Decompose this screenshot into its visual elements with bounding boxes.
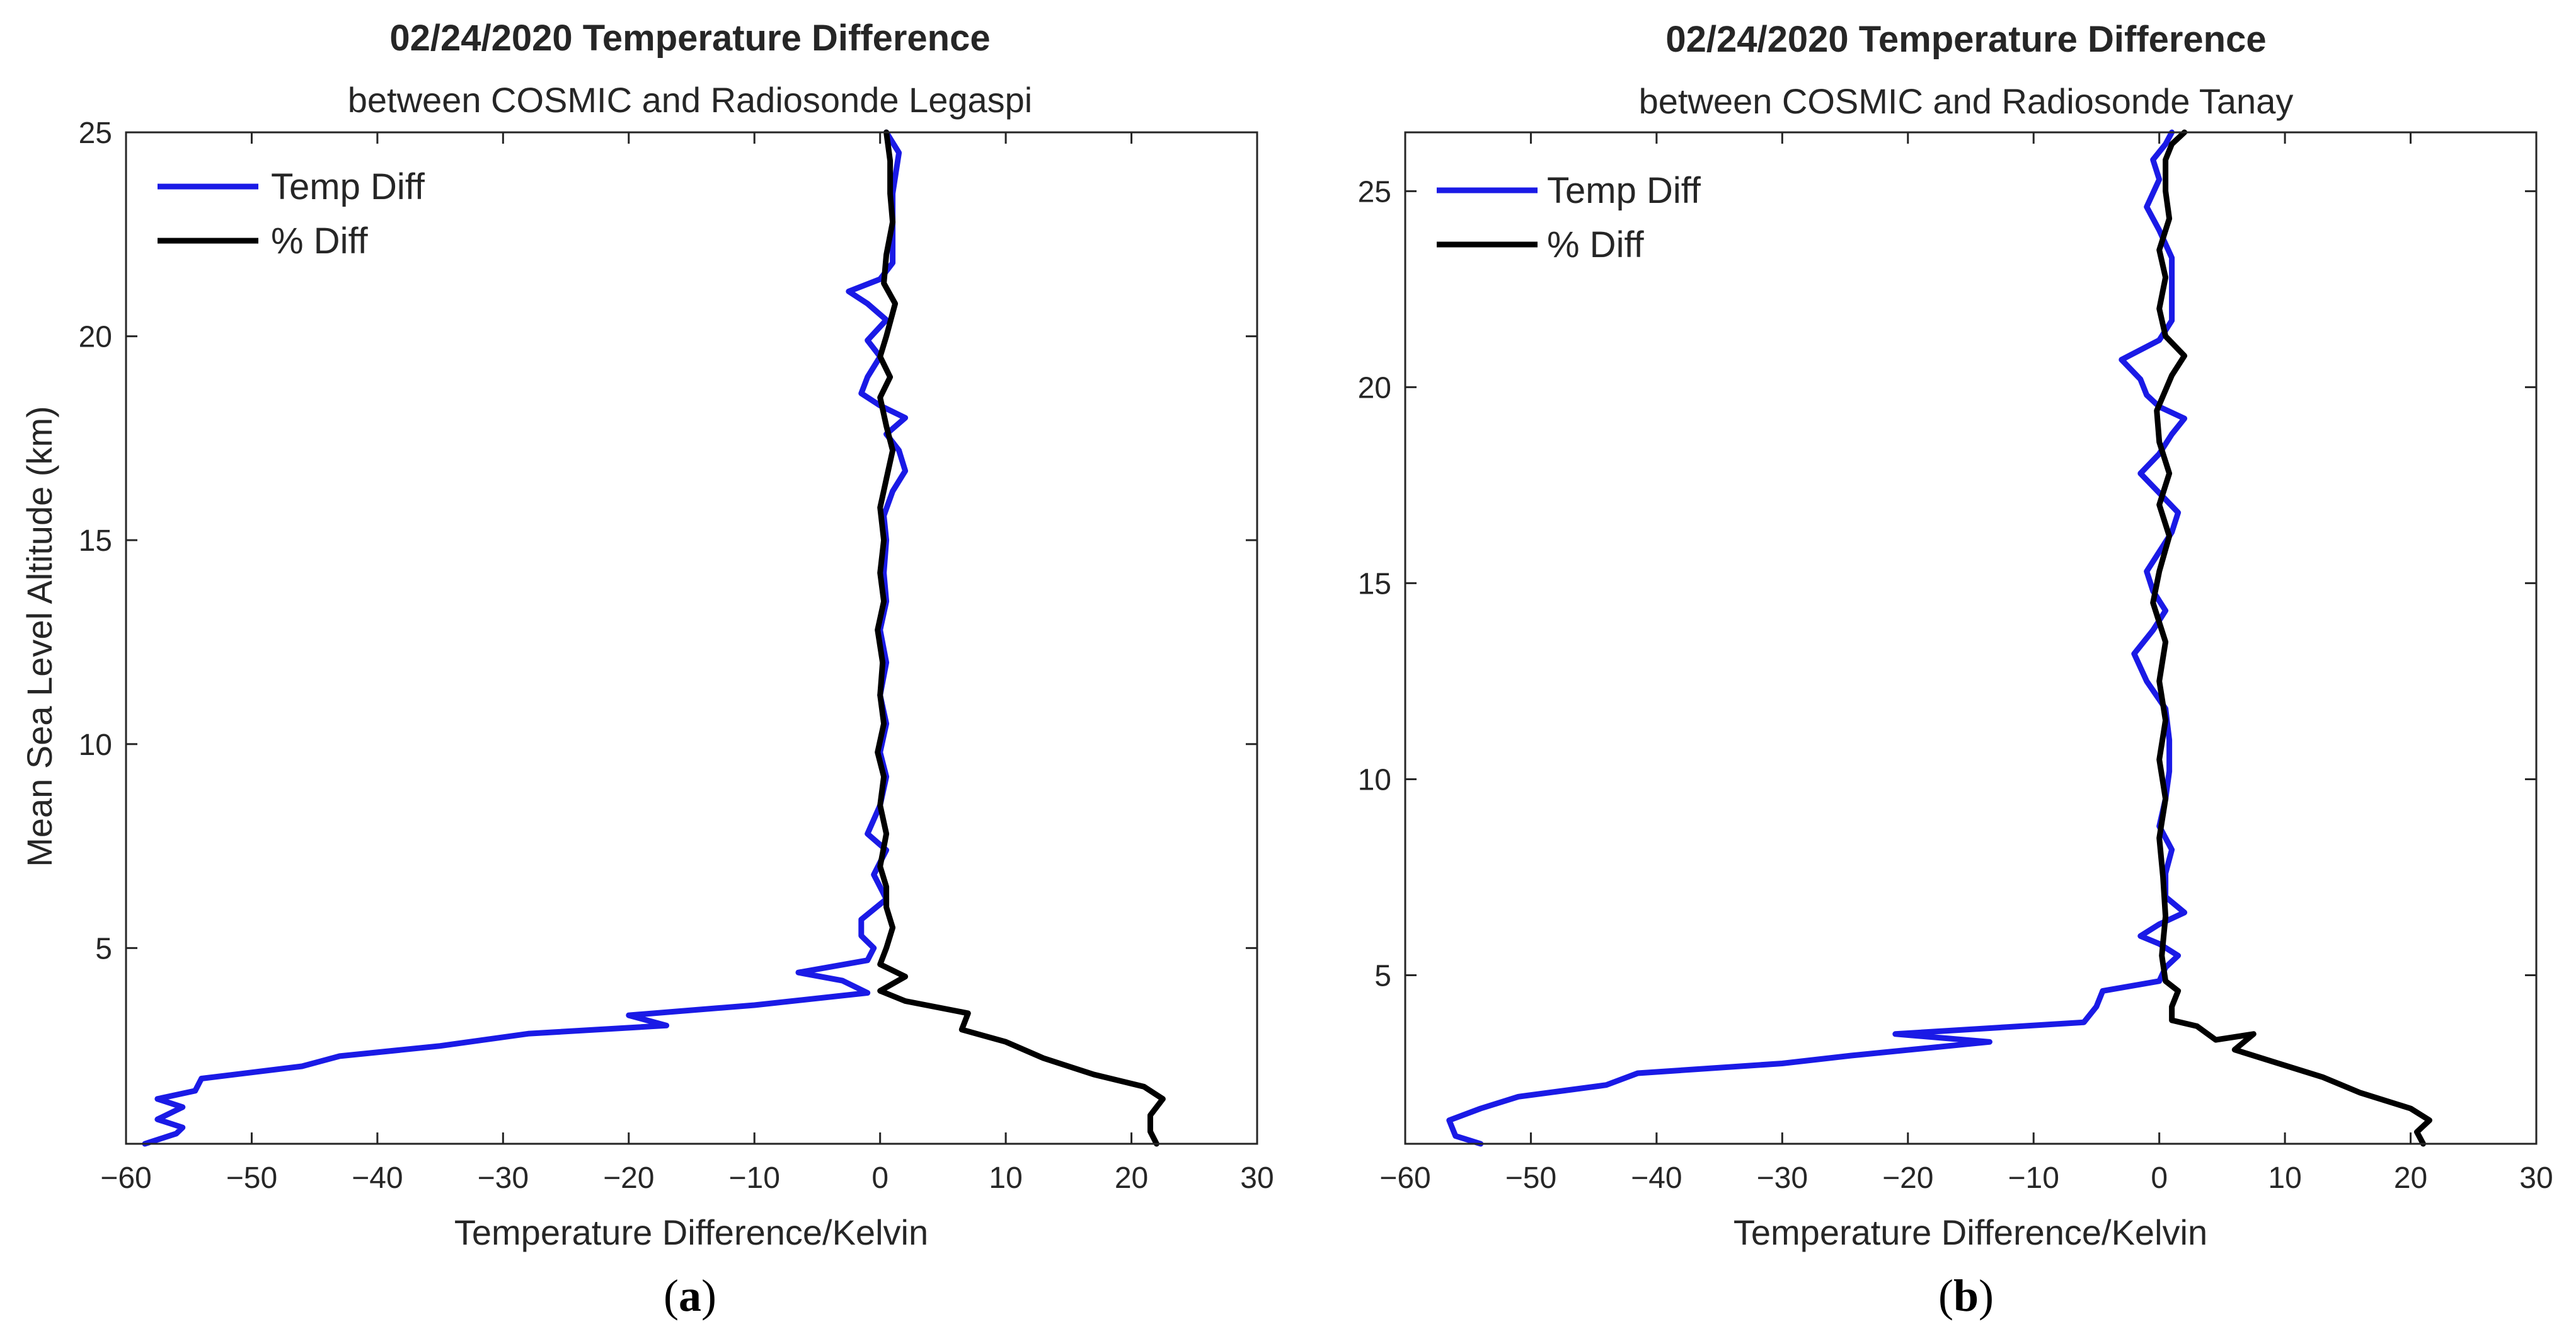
x-tick-label: −50 — [1505, 1161, 1556, 1195]
y-tick-label: 10 — [79, 728, 112, 762]
chart-subtitle: between COSMIC and Radiosonde Tanay — [1639, 81, 2294, 121]
panel-label-letter: b — [1953, 1270, 1979, 1321]
y-tick-label: 10 — [1358, 763, 1391, 797]
x-tick-label: 0 — [2151, 1161, 2168, 1195]
y-tick-label: 15 — [79, 524, 112, 558]
ticks-layer: −60 −50 −40 −30 −20 −10 0 10 20 30 5 10 15 20 25 — [79, 117, 1274, 1195]
series-line-temp-diff — [142, 129, 909, 1147]
legend-label-temp-diff: Temp Diff — [271, 166, 425, 207]
plot-area-frame — [125, 131, 1258, 1145]
series-line-pct-diff — [2150, 129, 2432, 1147]
x-tick-label: −30 — [1757, 1161, 1808, 1195]
x-tick-label: −20 — [1882, 1161, 1933, 1195]
x-axis-label: Temperature Difference/Kelvin — [1734, 1212, 2207, 1252]
series-line-temp-diff — [1446, 129, 2188, 1147]
panel-label-open: ( — [1938, 1270, 1953, 1321]
x-tick-label: 10 — [2268, 1161, 2301, 1195]
y-tick-label: 5 — [95, 932, 112, 965]
x-tick-label: −30 — [478, 1161, 529, 1195]
legend-label-pct-diff: % Diff — [271, 221, 369, 262]
x-tick-label: 10 — [989, 1161, 1022, 1195]
chart-title: 02/24/2020 Temperature Difference — [389, 18, 990, 59]
series-line-pct-diff — [875, 129, 1166, 1147]
panel-label-a: (a) — [664, 1270, 716, 1321]
series-layer — [142, 129, 1166, 1147]
x-tick-label: −60 — [100, 1161, 151, 1195]
x-axis-label: Temperature Difference/Kelvin — [454, 1212, 928, 1252]
x-tick-label: 20 — [1115, 1161, 1148, 1195]
x-tick-label: −10 — [729, 1161, 780, 1195]
x-tick-label: 30 — [1240, 1161, 1274, 1195]
panel-label-open: ( — [664, 1270, 679, 1321]
y-tick-label: 5 — [1374, 960, 1391, 993]
legend: Temp Diff % Diff — [1437, 170, 1701, 265]
y-tick-label: 20 — [1358, 371, 1391, 405]
x-tick-label: −20 — [603, 1161, 654, 1195]
x-tick-label: 20 — [2394, 1161, 2427, 1195]
legend-label-temp-diff: Temp Diff — [1547, 170, 1701, 211]
legend-label-pct-diff: % Diff — [1547, 224, 1645, 265]
panel-label-close: ) — [1979, 1270, 1994, 1321]
y-tick-label: 20 — [79, 321, 112, 354]
x-tick-label: −40 — [1631, 1161, 1682, 1195]
legend: Temp Diff % Diff — [158, 166, 425, 262]
chart-panel-b: 02/24/2020 Temperature Difference betwee… — [1358, 19, 2553, 1321]
y-tick-label: 15 — [1358, 567, 1391, 601]
x-tick-label: −50 — [226, 1161, 277, 1195]
x-tick-label: −40 — [352, 1161, 403, 1195]
series-layer — [1446, 129, 2432, 1147]
chart-panel-a: 02/24/2020 Temperature Difference betwee… — [20, 18, 1274, 1321]
y-axis-label: Mean Sea Level Altitude (km) — [20, 406, 59, 867]
x-tick-label: 30 — [2519, 1161, 2553, 1195]
y-tick-label: 25 — [79, 117, 112, 150]
chart-title: 02/24/2020 Temperature Difference — [1665, 19, 2266, 60]
panel-label-letter: a — [679, 1270, 701, 1321]
chart-subtitle: between COSMIC and Radiosonde Legaspi — [348, 80, 1032, 120]
panel-label-b: (b) — [1938, 1270, 1994, 1321]
ticks-layer: −60 −50 −40 −30 −20 −10 0 10 20 30 5 10 15 20 25 — [1358, 132, 2553, 1195]
x-tick-label: −60 — [1379, 1161, 1430, 1195]
y-tick-label: 25 — [1358, 175, 1391, 209]
panel-label-close: ) — [701, 1270, 716, 1321]
plot-area-frame — [1404, 131, 2538, 1145]
x-tick-label: 0 — [871, 1161, 888, 1195]
x-tick-label: −10 — [2008, 1161, 2059, 1195]
